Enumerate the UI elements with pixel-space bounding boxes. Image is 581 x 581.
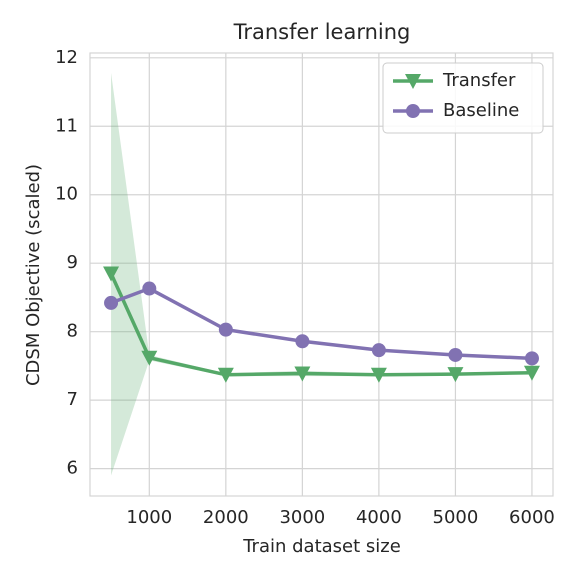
- y-tick-label: 11: [55, 115, 78, 136]
- y-tick-label: 12: [55, 47, 78, 68]
- marker: [217, 367, 234, 383]
- plot-frame: [89, 52, 554, 497]
- marker: [142, 281, 157, 296]
- marker: [524, 351, 539, 366]
- legend-marker: [405, 74, 421, 89]
- y-tick-label: 10: [55, 184, 78, 205]
- marker: [448, 347, 463, 362]
- y-tick-label: 9: [67, 252, 78, 273]
- marker: [447, 367, 464, 383]
- marker: [103, 266, 120, 282]
- marker: [218, 322, 233, 337]
- x-axis-label: Train dataset size: [242, 536, 401, 557]
- marker: [370, 367, 387, 383]
- chart-title: Transfer learning: [233, 20, 411, 44]
- line: [109, 272, 532, 377]
- marker: [523, 365, 540, 381]
- marker: [371, 343, 386, 358]
- x-tick-label: 3000: [279, 507, 325, 528]
- x-tick-label: 2000: [203, 507, 249, 528]
- y-tick-label: 7: [67, 389, 78, 410]
- marker: [294, 366, 311, 382]
- marker: [295, 334, 310, 349]
- x-tick-label: 4000: [356, 507, 402, 528]
- legend-marker: [406, 104, 420, 118]
- x-tick-label: 5000: [433, 507, 479, 528]
- x-tick-label: 1000: [126, 507, 172, 528]
- y-tick-label: 6: [67, 458, 78, 479]
- marker: [104, 295, 119, 310]
- line: [110, 286, 533, 361]
- legend-label: Baseline: [443, 100, 519, 121]
- x-tick-label: 6000: [509, 507, 555, 528]
- y-axis-label: CDSM Objective (scaled): [23, 164, 44, 386]
- y-tick-label: 8: [67, 321, 78, 342]
- marker: [141, 350, 158, 366]
- legend: Transfer Baseline: [382, 62, 544, 134]
- legend-label: Transfer: [442, 70, 516, 91]
